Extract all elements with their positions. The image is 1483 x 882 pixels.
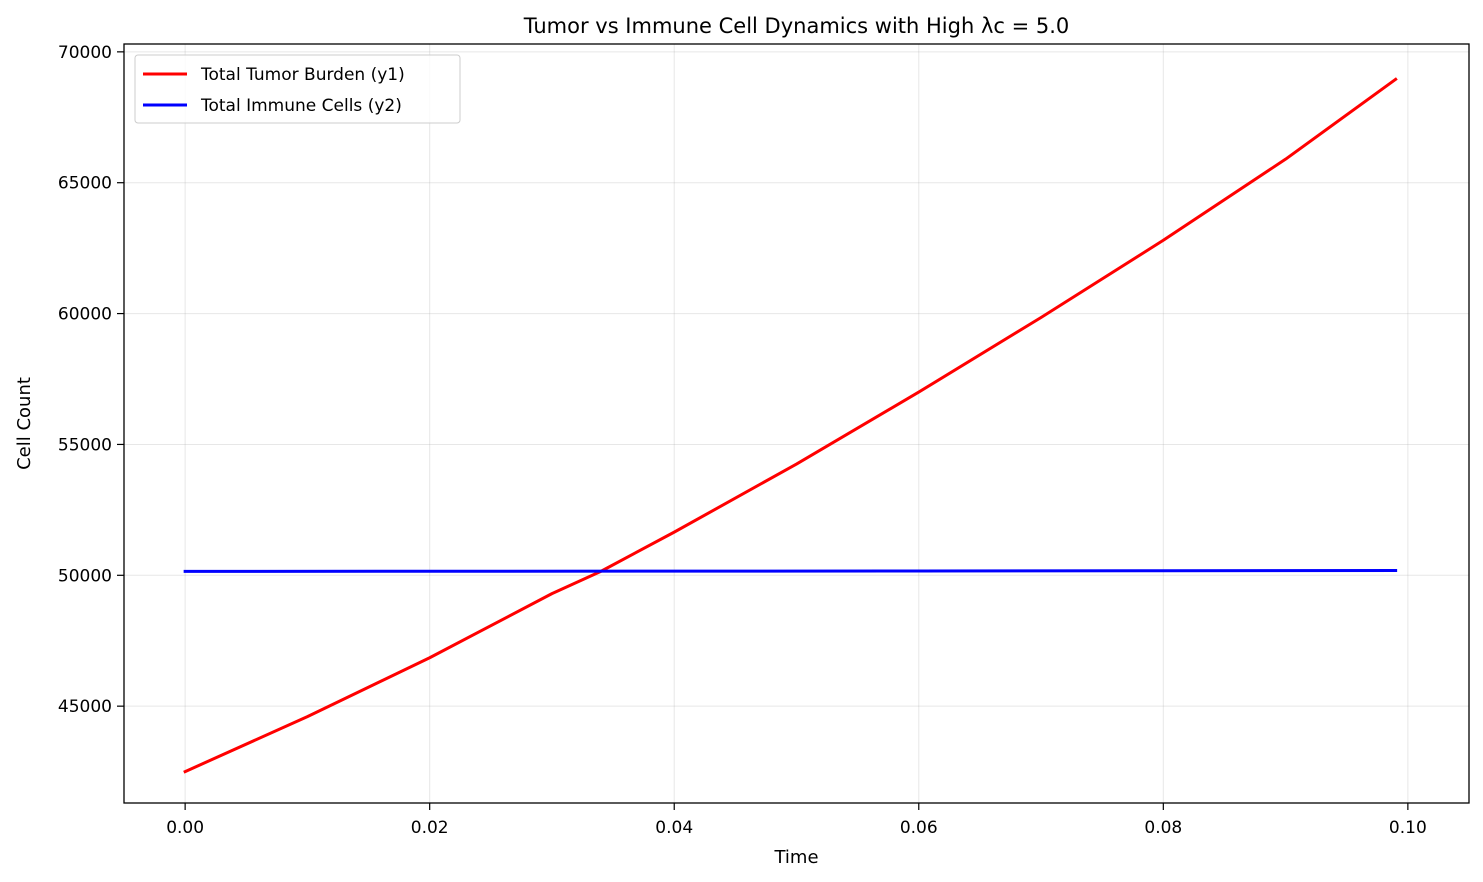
x-tick-label: 0.02 (411, 818, 449, 838)
series-layer (183, 77, 1398, 774)
x-axis: 0.00 0.02 0.04 0.06 0.08 0.10 (166, 803, 1427, 838)
chart-title: Tumor vs Immune Cell Dynamics with High … (523, 14, 1070, 38)
y-axis: 45000 50000 55000 60000 65000 70000 (58, 43, 124, 717)
y-axis-title: Cell Count (14, 377, 35, 470)
y-tick-label: 65000 (58, 174, 112, 194)
y-tick-label: 70000 (58, 43, 112, 63)
x-tick-label: 0.04 (655, 818, 693, 838)
legend: Total Tumor Burden (y1) Total Immune Cel… (134, 54, 461, 124)
y-tick-label: 60000 (58, 305, 112, 325)
series-line-0 (183, 77, 1398, 774)
x-tick-label: 0.08 (1144, 818, 1182, 838)
x-tick-label: 0.10 (1389, 818, 1427, 838)
x-axis-title: Time (773, 847, 818, 868)
y-tick-label: 55000 (58, 435, 112, 455)
y-tick-label: 50000 (58, 566, 112, 586)
legend-box (134, 54, 461, 124)
series-line-1 (183, 568, 1398, 573)
y-tick-label: 45000 (58, 697, 112, 717)
plot-frame (123, 43, 1470, 804)
legend-label-tumor: Total Tumor Burden (y1) (200, 65, 405, 85)
legend-label-immune: Total Immune Cells (y2) (200, 96, 402, 116)
x-tick-label: 0.00 (166, 818, 204, 838)
x-tick-label: 0.06 (900, 818, 938, 838)
grid (124, 44, 1469, 803)
